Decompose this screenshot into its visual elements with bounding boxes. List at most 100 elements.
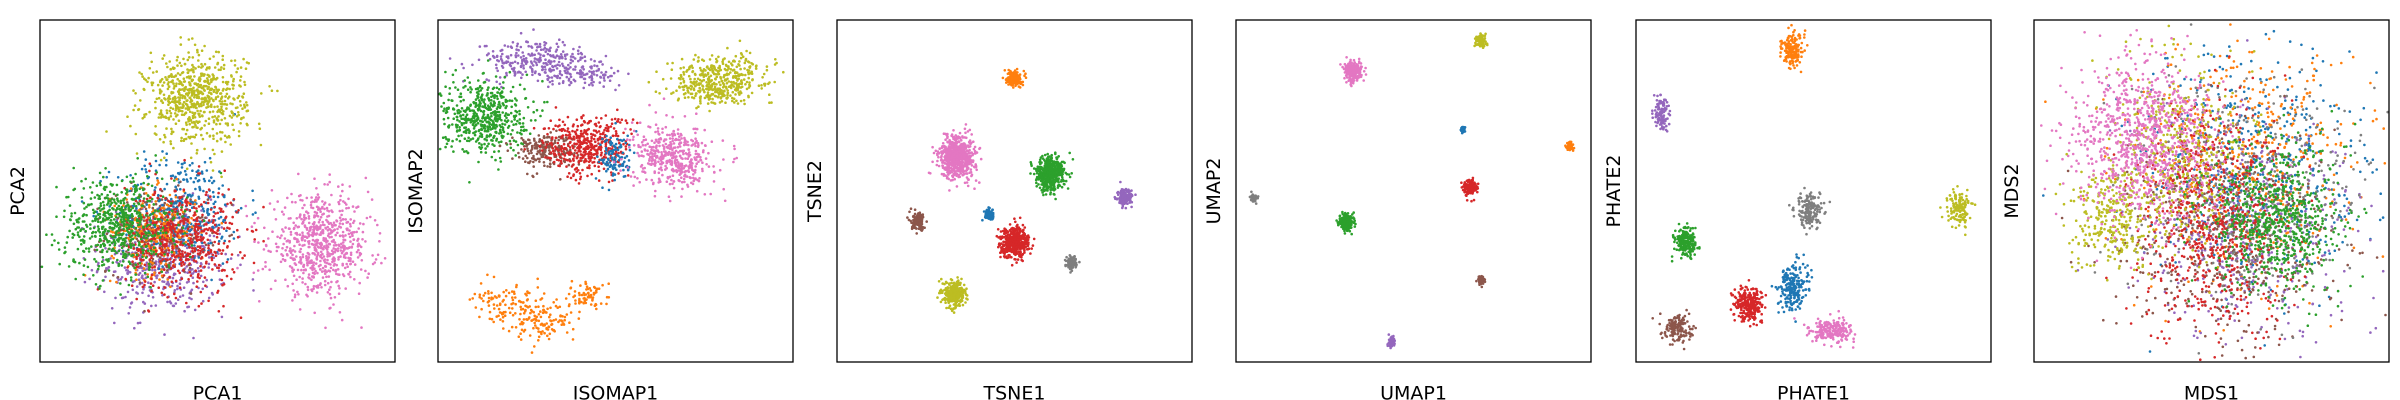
- scatter-point: [127, 260, 131, 263]
- scatter-point: [332, 247, 336, 250]
- scatter-point: [147, 249, 150, 253]
- scatter-point: [195, 222, 198, 226]
- scatter-point: [773, 80, 776, 84]
- scatter-point: [230, 277, 233, 281]
- scatter-point: [129, 180, 132, 184]
- scatter-point: [133, 241, 137, 244]
- scatter-point: [181, 215, 185, 218]
- scatter-point: [313, 177, 316, 180]
- scatter-point: [168, 262, 171, 265]
- scatter-point: [246, 109, 250, 112]
- scatter-point: [82, 264, 86, 267]
- scatter-point: [180, 229, 183, 233]
- scatter-point: [147, 234, 150, 238]
- scatter-point: [146, 175, 149, 178]
- scatter-point: [294, 232, 297, 235]
- scatter-point: [219, 209, 223, 213]
- scatter-point: [195, 152, 199, 155]
- scatter-point: [214, 200, 217, 204]
- scatter-point: [681, 77, 685, 81]
- scatter-point: [150, 304, 153, 308]
- scatter-point: [687, 96, 690, 99]
- scatter-point: [707, 96, 710, 99]
- scatter-point: [134, 204, 138, 208]
- scatter-point: [577, 52, 580, 56]
- scatter-point: [572, 47, 575, 51]
- scatter-point: [126, 115, 129, 118]
- scatter-point: [217, 187, 221, 190]
- scatter-point: [157, 286, 160, 290]
- scatter-point: [131, 263, 135, 267]
- scatter-point: [321, 229, 324, 232]
- scatter-point: [548, 80, 552, 84]
- scatter-point: [174, 122, 178, 125]
- scatter-point: [151, 230, 154, 233]
- scatter-point: [734, 93, 737, 96]
- scatter-point: [338, 209, 342, 213]
- scatter-point: [371, 262, 375, 266]
- scatter-point: [322, 255, 326, 258]
- scatter-point: [576, 49, 580, 52]
- scatter-point: [219, 171, 223, 175]
- scatter-point: [241, 107, 244, 110]
- scatter-point: [185, 234, 189, 237]
- scatter-point: [182, 238, 185, 242]
- scatter-point: [85, 225, 89, 228]
- scatter-point: [128, 271, 132, 274]
- scatter-point: [180, 136, 183, 140]
- scatter-point: [338, 234, 342, 238]
- scatter-point: [157, 264, 161, 268]
- scatter-point: [149, 249, 153, 252]
- scatter-point: [748, 51, 752, 55]
- scatter-point: [710, 85, 713, 89]
- scatter-point: [220, 226, 223, 229]
- scatter-point: [334, 268, 338, 272]
- scatter-point: [705, 66, 709, 69]
- scatter-point: [98, 206, 101, 210]
- scatter-point: [173, 112, 177, 115]
- scatter-point: [212, 210, 216, 214]
- scatter-point: [198, 185, 201, 189]
- scatter-point: [155, 183, 159, 186]
- scatter-point: [316, 241, 319, 244]
- scatter-point: [725, 97, 729, 100]
- scatter-point: [202, 200, 206, 204]
- scatter-point: [524, 70, 527, 74]
- scatter-point: [158, 271, 161, 275]
- scatter-point: [117, 204, 121, 208]
- scatter-point: [726, 46, 729, 50]
- scatter-point: [297, 293, 300, 296]
- points-layer: [40, 36, 387, 340]
- scatter-point: [239, 66, 243, 69]
- scatter-point: [200, 101, 204, 104]
- scatter-point: [682, 73, 686, 76]
- scatter-point: [583, 55, 587, 58]
- scatter-point: [188, 110, 192, 114]
- scatter-point: [207, 117, 211, 120]
- scatter-point: [306, 295, 309, 298]
- scatter-point: [203, 80, 207, 83]
- scatter-point: [195, 239, 199, 242]
- scatter-point: [70, 215, 73, 218]
- scatter-point: [116, 239, 119, 242]
- scatter-point: [319, 255, 323, 259]
- scatter-point: [176, 232, 179, 235]
- scatter-point: [182, 178, 186, 181]
- scatter-point: [161, 226, 165, 229]
- scatter-point: [686, 89, 689, 92]
- scatter-point: [328, 242, 332, 246]
- scatter-point: [187, 278, 190, 281]
- scatter-point: [144, 158, 148, 161]
- scatter-point: [763, 82, 766, 86]
- scatter-point: [289, 247, 292, 250]
- scatter-point: [139, 182, 143, 186]
- scatter-point: [185, 301, 188, 305]
- scatter-point: [134, 273, 137, 276]
- scatter-point: [537, 52, 540, 55]
- scatter-point: [170, 130, 174, 133]
- scatter-point: [321, 276, 325, 279]
- scatter-point: [129, 174, 132, 177]
- scatter-point: [347, 206, 351, 210]
- scatter-point: [139, 215, 143, 219]
- scatter-point: [204, 119, 208, 123]
